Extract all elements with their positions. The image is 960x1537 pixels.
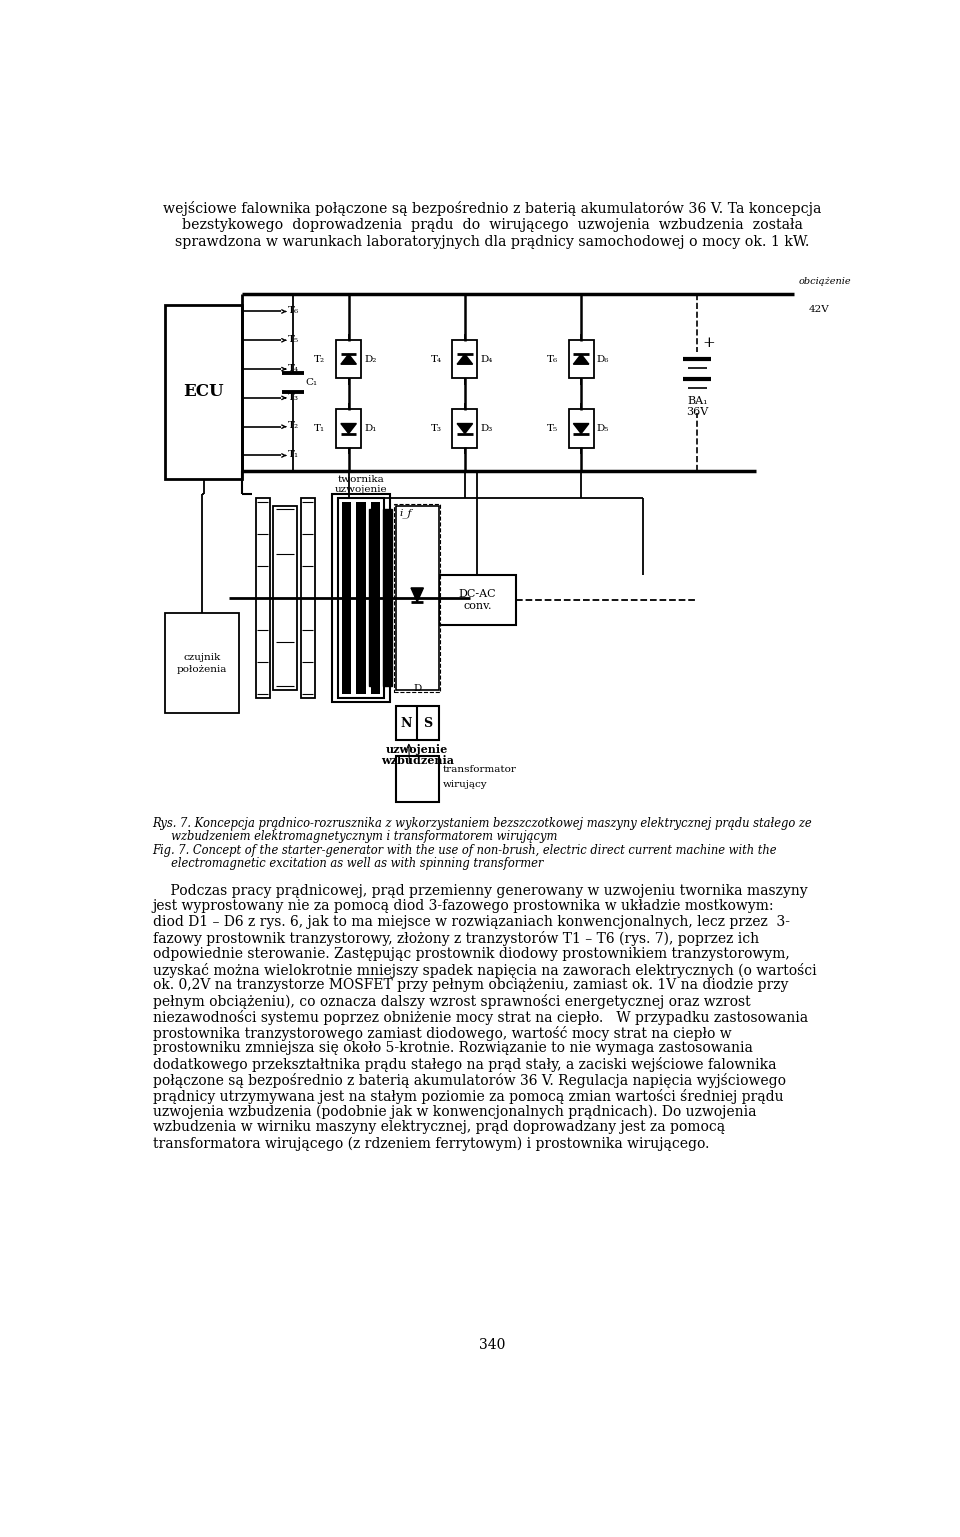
Text: D₃: D₃	[480, 424, 492, 433]
Text: D: D	[413, 684, 421, 693]
Text: odpowiednie sterowanie. Zastępując prostownik diodowy prostownikiem tranzystorow: odpowiednie sterowanie. Zastępując prost…	[153, 947, 789, 961]
Text: Fig. 7. Concept of the starter-generator with the use of non-brush, electric dir: Fig. 7. Concept of the starter-generator…	[153, 844, 777, 856]
Text: D₁: D₁	[364, 424, 376, 433]
Text: T₃: T₃	[431, 424, 442, 433]
Bar	[439, 575, 516, 626]
Bar	[336, 340, 361, 378]
Text: ECU: ECU	[183, 383, 224, 401]
Bar	[356, 501, 366, 695]
Bar	[452, 409, 477, 447]
Text: położenia: położenia	[177, 666, 227, 675]
Polygon shape	[341, 424, 356, 433]
Text: T₄: T₄	[288, 364, 300, 373]
Bar	[372, 501, 380, 695]
Text: T₆: T₆	[547, 355, 558, 364]
Text: C₁: C₁	[305, 378, 318, 387]
Polygon shape	[457, 354, 472, 364]
Text: conv.: conv.	[463, 601, 492, 612]
Text: obciążenie: obciążenie	[798, 277, 851, 286]
Text: BA₁: BA₁	[687, 397, 708, 406]
Polygon shape	[457, 424, 472, 433]
Text: T₂: T₂	[288, 421, 300, 430]
Bar	[395, 504, 440, 692]
Text: T₅: T₅	[288, 335, 300, 344]
Text: czujnik: czujnik	[183, 653, 221, 662]
Bar	[165, 306, 243, 478]
Text: 36V: 36V	[686, 407, 708, 417]
Text: połączone są bezpośrednio z baterią akumulatorów 36 V. Regulacja napięcia wyjści: połączone są bezpośrednio z baterią akum…	[153, 1073, 785, 1088]
Text: dodatkowego przekształtnika prądu stałego na prąd stały, a zaciski wejściowe fal: dodatkowego przekształtnika prądu stałeg…	[153, 1057, 776, 1073]
Text: D₆: D₆	[596, 355, 609, 364]
Text: jest wyprostowany nie za pomocą diod 3-fazowego prostownika w układzie mostkowym: jest wyprostowany nie za pomocą diod 3-f…	[153, 899, 774, 913]
Bar	[396, 705, 439, 741]
Bar	[342, 501, 351, 695]
Bar	[452, 340, 477, 378]
Bar	[331, 493, 391, 702]
Polygon shape	[411, 589, 423, 603]
Text: N: N	[401, 716, 412, 730]
Text: T₄: T₄	[430, 355, 442, 364]
Text: 340: 340	[479, 1337, 505, 1353]
Bar	[369, 509, 378, 687]
Text: prądnicy utrzymywana jest na stałym poziomie za pomocą zmian wartości średniej p: prądnicy utrzymywana jest na stałym pozi…	[153, 1088, 783, 1104]
Text: T₁: T₁	[288, 450, 300, 460]
Text: fazowy prostownik tranzystorowy, złożony z tranzystorów T1 – T6 (rys. 7), poprze: fazowy prostownik tranzystorowy, złożony…	[153, 931, 758, 945]
Text: ok. 0,2V na tranzystorze MOSFET przy pełnym obciążeniu, zamiast ok. 1V na diodzi: ok. 0,2V na tranzystorze MOSFET przy peł…	[153, 979, 788, 993]
Text: wzbudzenia: wzbudzenia	[381, 755, 454, 765]
Text: T₅: T₅	[547, 424, 558, 433]
Bar	[300, 498, 315, 698]
Text: pełnym obciążeniu), co oznacza dalszy wzrost sprawności energetycznej oraz wzros: pełnym obciążeniu), co oznacza dalszy wz…	[153, 994, 750, 1010]
Bar	[383, 509, 392, 687]
Text: bezstykowego  doprowadzenia  prądu  do  wirującego  uzwojenia  wzbudzenia  zosta: bezstykowego doprowadzenia prądu do wiru…	[181, 218, 803, 232]
Text: 42V: 42V	[808, 304, 828, 314]
Text: wejściowe falownika połączone są bezpośrednio z baterią akumulatorów 36 V. Ta ko: wejściowe falownika połączone są bezpośr…	[163, 201, 821, 217]
Text: diod D1 – D6 z rys. 6, jak to ma miejsce w rozwiązaniach konwencjonalnych, lecz : diod D1 – D6 z rys. 6, jak to ma miejsce…	[153, 915, 789, 930]
Text: sprawdzona w warunkach laboratoryjnych dla prądnicy samochodowej o mocy ok. 1 kW: sprawdzona w warunkach laboratoryjnych d…	[175, 235, 809, 249]
Text: D₂: D₂	[364, 355, 376, 364]
Text: Podczas pracy prądnicowej, prąd przemienny generowany w uzwojeniu twornika maszy: Podczas pracy prądnicowej, prąd przemien…	[153, 884, 807, 898]
Polygon shape	[341, 354, 356, 364]
Text: D₅: D₅	[596, 424, 609, 433]
Text: S: S	[423, 716, 432, 730]
Bar	[338, 498, 384, 698]
Bar	[336, 409, 361, 447]
Polygon shape	[573, 424, 588, 433]
Text: DC-AC: DC-AC	[459, 590, 496, 599]
Text: wzbudzeniem elektromagnetycznym i transformatorem wirującym: wzbudzeniem elektromagnetycznym i transf…	[153, 830, 557, 844]
Text: i_f: i_f	[399, 509, 412, 518]
Bar	[274, 506, 297, 690]
Polygon shape	[573, 354, 588, 364]
Text: prostownika tranzystorowego zamiast diodowego, wartość mocy strat na ciepło w: prostownika tranzystorowego zamiast diod…	[153, 1025, 732, 1041]
Bar	[396, 756, 439, 802]
Text: T₆: T₆	[288, 306, 300, 315]
Text: prostowniku zmniejsza się około 5-krotnie. Rozwiązanie to nie wymaga zastosowani: prostowniku zmniejsza się około 5-krotni…	[153, 1042, 753, 1056]
Bar	[568, 409, 593, 447]
Bar	[165, 613, 239, 713]
Text: T₃: T₃	[288, 392, 300, 401]
Text: electromagnetic excitation as well as with spinning transformer: electromagnetic excitation as well as wi…	[153, 856, 543, 870]
Bar	[255, 498, 270, 698]
Text: wzbudzenia w wirniku maszyny elektrycznej, prąd doprowadzany jest za pomocą: wzbudzenia w wirniku maszyny elektryczne…	[153, 1120, 725, 1134]
Text: Rys. 7. Koncepcja prądnico-rozrusznika z wykorzystaniem bezszczotkowej maszyny e: Rys. 7. Koncepcja prądnico-rozrusznika z…	[153, 818, 812, 830]
Bar	[396, 506, 439, 690]
Text: transformator: transformator	[443, 765, 516, 775]
Text: uzwojenia wzbudzenia (podobnie jak w konwencjonalnych prądnicach). Do uzwojenia: uzwojenia wzbudzenia (podobnie jak w kon…	[153, 1105, 756, 1119]
Bar	[568, 340, 593, 378]
Text: twornika: twornika	[338, 475, 384, 484]
Text: uzyskać można wielokrotnie mniejszy spadek napięcia na zaworach elektrycznych (o: uzyskać można wielokrotnie mniejszy spad…	[153, 962, 816, 978]
Text: T₂: T₂	[314, 355, 325, 364]
Text: transformatora wirującego (z rdzeniem ferrytowym) i prostownika wirującego.: transformatora wirującego (z rdzeniem fe…	[153, 1136, 708, 1151]
Text: D₄: D₄	[480, 355, 492, 364]
Text: wirujący: wirujący	[443, 781, 487, 790]
Text: +: +	[702, 337, 715, 350]
Text: T₁: T₁	[314, 424, 325, 433]
Text: niezawodności systemu poprzez obniżenie mocy strat na ciepło.   W przypadku zast: niezawodności systemu poprzez obniżenie …	[153, 1010, 807, 1025]
Text: uzwojenie: uzwojenie	[335, 486, 387, 493]
Text: uzwojenie: uzwojenie	[386, 744, 448, 755]
